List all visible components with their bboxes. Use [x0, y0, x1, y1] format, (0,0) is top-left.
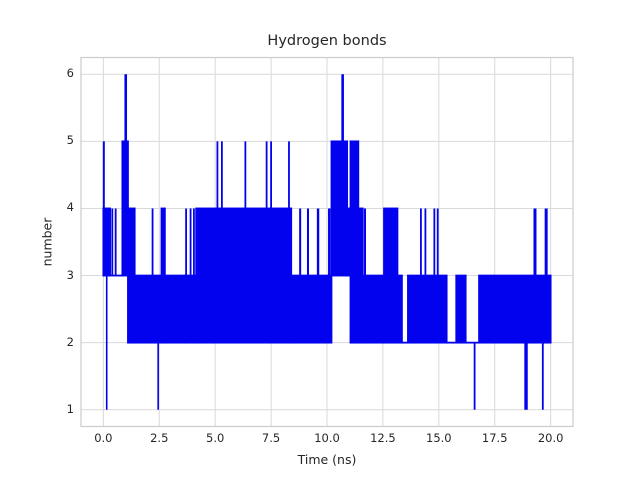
trace-band — [455, 274, 467, 344]
x-tick-label: 10.0 — [314, 431, 340, 445]
trace-band — [184, 274, 198, 344]
x-tick-label: 7.5 — [261, 431, 281, 445]
trace-band — [478, 274, 552, 344]
trace-band — [127, 207, 136, 344]
trace-band — [445, 341, 458, 344]
x-tick-label: 17.5 — [481, 431, 508, 445]
trace-band — [396, 274, 403, 344]
trace-band — [383, 207, 399, 344]
trace-band — [290, 274, 333, 344]
y-tick-label: 1 — [66, 401, 74, 416]
trace-band — [160, 207, 166, 344]
x-tick-label: 20.0 — [537, 431, 564, 445]
x-tick-label: 2.5 — [150, 431, 169, 445]
trace-band — [361, 274, 385, 344]
y-tick-label: 4 — [66, 200, 74, 215]
trace-band — [401, 341, 409, 344]
trace-band — [102, 207, 111, 277]
chart-title: Hydrogen bonds — [267, 33, 387, 49]
x-tick-label: 0.0 — [94, 431, 113, 445]
y-axis-label-text: number — [39, 217, 55, 267]
trace-band — [163, 274, 186, 344]
y-tick-label: 5 — [66, 133, 74, 148]
trace-band — [357, 207, 364, 344]
trace-band — [195, 207, 293, 344]
trace-band — [349, 140, 360, 344]
trace-band — [346, 207, 352, 277]
x-axis-label: Time (ns) — [297, 452, 357, 467]
trace-band — [121, 140, 129, 277]
trace-band — [330, 140, 349, 277]
y-tick-label: 2 — [66, 334, 74, 349]
trace-band — [133, 274, 163, 344]
x-tick-label: 12.5 — [370, 431, 396, 445]
trace-band — [464, 341, 480, 344]
trace-band — [407, 274, 448, 344]
x-tick-label: 15.0 — [426, 431, 452, 445]
y-tick-label: 3 — [66, 267, 74, 282]
x-tick-label: 5.0 — [206, 431, 225, 445]
y-tick-label: 6 — [66, 66, 74, 81]
axes-border — [80, 56, 574, 428]
